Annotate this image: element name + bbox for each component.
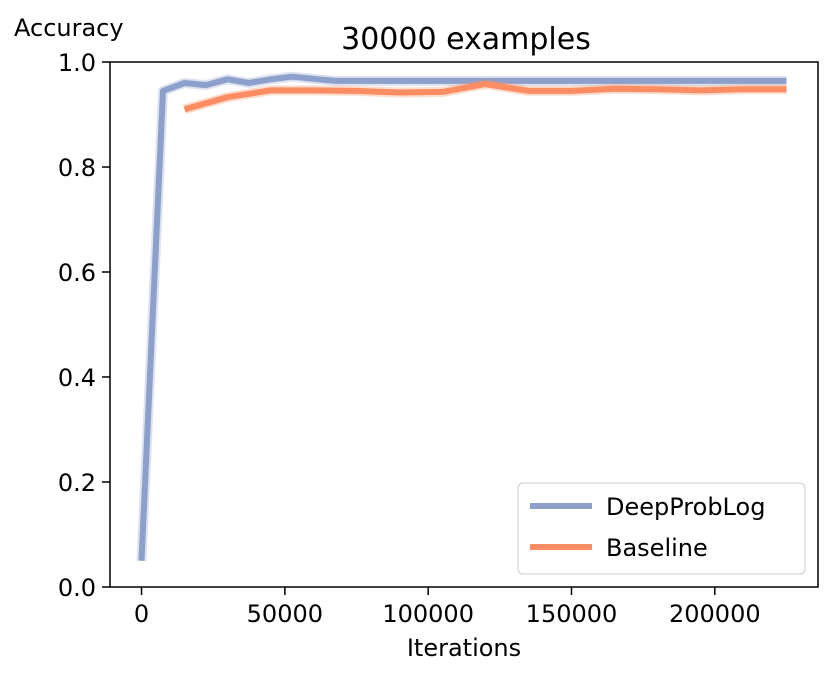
y-tick-label: 0.8 (58, 154, 96, 182)
x-axis-ticks: 0 50000 100000 150000 200000 (134, 587, 761, 628)
series-line-baseline (183, 81, 787, 113)
x-tick-label: 50000 (247, 600, 323, 628)
plot-frame (109, 61, 819, 588)
x-tick-label: 200000 (669, 600, 761, 628)
x-tick-label: 100000 (382, 600, 474, 628)
y-axis-label: Accuracy (14, 14, 124, 42)
x-tick-label: 150000 (526, 600, 618, 628)
y-axis-ticks: 0.0 0.2 0.4 0.6 0.8 1.0 (58, 49, 110, 602)
y-tick-label: 0.4 (58, 364, 96, 392)
series-line-deepproblog (138, 73, 787, 561)
y-tick-label: 0.6 (58, 259, 96, 287)
series-layer (136, 71, 787, 562)
y-tick-label: 1.0 (58, 49, 96, 77)
legend: DeepProbLog Baseline (517, 482, 806, 575)
y-tick-label: 0.0 (58, 574, 96, 602)
legend-label-deepproblog: DeepProbLog (606, 493, 765, 521)
x-tick-label: 0 (134, 600, 149, 628)
legend-label-baseline: Baseline (606, 534, 708, 562)
y-tick-label: 0.2 (58, 469, 96, 497)
chart-title: 30000 examples (341, 22, 591, 57)
x-axis-label: Iterations (407, 634, 521, 662)
